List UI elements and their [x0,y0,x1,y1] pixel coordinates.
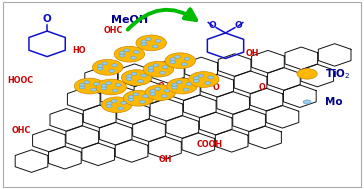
Circle shape [114,46,145,62]
Circle shape [101,84,107,87]
Circle shape [205,81,211,84]
Circle shape [165,53,195,69]
Circle shape [208,76,214,79]
Circle shape [115,84,121,86]
Text: OH: OH [246,49,260,58]
Circle shape [131,72,137,75]
Circle shape [193,77,199,80]
Circle shape [161,95,167,98]
Circle shape [123,90,154,106]
Circle shape [126,77,132,81]
Circle shape [94,83,99,85]
Circle shape [133,51,139,54]
Circle shape [172,83,178,86]
Circle shape [96,79,127,95]
Circle shape [128,98,134,101]
Circle shape [112,64,118,67]
Circle shape [138,80,143,83]
Text: O: O [158,82,164,91]
Circle shape [175,55,181,58]
Circle shape [146,38,151,41]
Text: O: O [209,21,217,30]
Circle shape [126,75,132,78]
FancyArrowPatch shape [128,9,196,30]
Circle shape [109,69,115,72]
Circle shape [148,69,154,72]
Circle shape [74,78,105,94]
Circle shape [97,67,103,70]
Circle shape [79,86,85,89]
Circle shape [142,95,148,98]
Circle shape [136,35,166,51]
Circle shape [143,61,174,77]
Circle shape [150,93,156,95]
Circle shape [181,63,187,66]
Circle shape [101,87,107,90]
Circle shape [170,61,176,64]
Circle shape [159,71,165,74]
Text: HO: HO [72,46,86,55]
Text: OHC: OHC [12,126,31,135]
Circle shape [155,87,161,90]
Circle shape [193,79,199,82]
Circle shape [184,57,190,60]
Circle shape [152,45,158,48]
Circle shape [79,83,85,86]
Circle shape [112,89,118,92]
Circle shape [128,95,134,98]
Circle shape [153,64,159,67]
Circle shape [106,105,112,108]
Circle shape [303,100,311,104]
Circle shape [102,97,132,113]
Circle shape [91,88,96,91]
Text: OHC: OHC [103,26,123,35]
Circle shape [121,101,126,104]
Circle shape [92,59,123,75]
Circle shape [130,56,136,59]
Circle shape [141,40,147,43]
Text: TiO$_2$: TiO$_2$ [325,67,350,81]
Circle shape [172,86,178,89]
Text: O: O [258,83,265,92]
Circle shape [97,64,103,67]
Circle shape [118,107,124,110]
Circle shape [198,74,204,77]
Circle shape [106,82,111,85]
Circle shape [84,81,90,84]
Text: Mo: Mo [325,97,342,107]
Circle shape [164,89,170,92]
Text: O: O [213,83,220,92]
Text: COOH: COOH [196,140,222,149]
Circle shape [124,49,130,52]
Text: O: O [43,14,51,24]
Circle shape [148,66,154,69]
Circle shape [111,99,117,102]
Circle shape [141,74,146,77]
Circle shape [141,43,147,46]
Circle shape [139,100,145,103]
Circle shape [155,39,161,42]
Circle shape [167,78,197,94]
Circle shape [150,90,156,93]
Circle shape [177,81,182,84]
Text: O: O [234,21,242,30]
Circle shape [133,93,139,96]
Circle shape [183,88,189,91]
Text: MeOH: MeOH [111,15,148,25]
Circle shape [145,85,175,101]
Text: OH: OH [159,155,173,164]
Circle shape [162,66,168,69]
Text: HOOC: HOOC [8,76,34,85]
Circle shape [170,58,176,61]
Circle shape [186,83,192,85]
Circle shape [106,102,112,105]
Circle shape [122,70,152,85]
Circle shape [119,51,125,54]
Circle shape [189,72,219,87]
Circle shape [102,62,108,65]
Circle shape [297,69,317,79]
Circle shape [119,54,125,57]
